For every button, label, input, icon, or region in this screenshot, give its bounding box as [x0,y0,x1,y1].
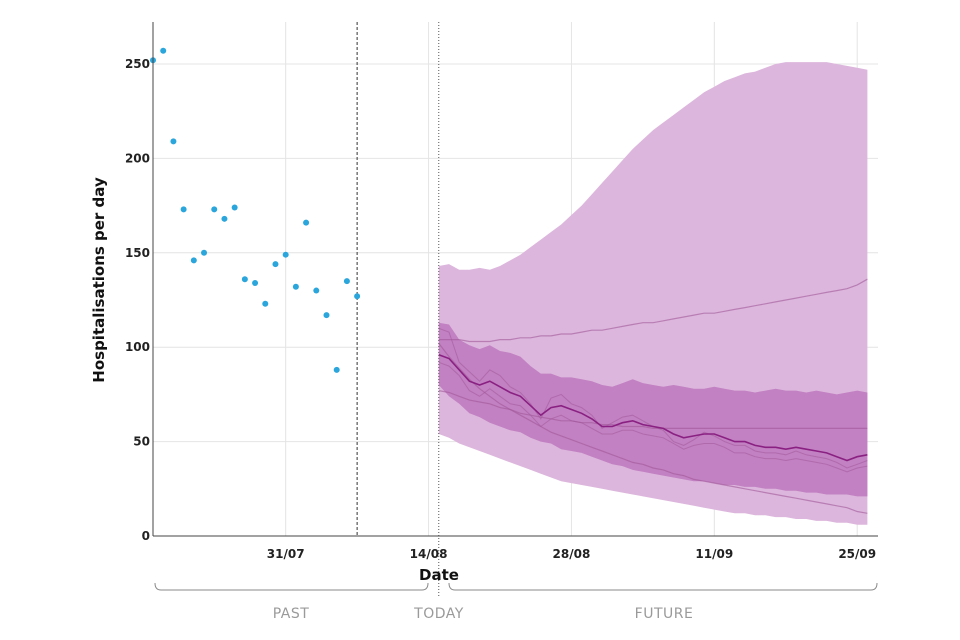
observed-point [160,47,167,54]
x-tick-label: 28/08 [553,547,591,561]
observed-point [333,366,340,373]
y-tick-label: 150 [125,246,150,260]
trace-wiggle-line-2 [438,361,868,473]
observed-point [292,283,299,290]
period-today-label: TODAY [413,606,464,622]
observed-point [354,293,361,300]
y-tick-label: 250 [125,57,150,71]
period-brackets [154,582,878,591]
observed-point [303,219,310,226]
x-axis-title: Date [419,566,459,584]
observed-point [282,251,289,258]
median-line [438,354,868,462]
x-tick-label: 14/08 [410,547,448,561]
observed-point [170,138,177,145]
observed-point [201,249,208,256]
observed-point [180,206,187,213]
observed-points [150,47,361,373]
observed-point [262,300,269,307]
y-tick-label: 200 [125,151,150,165]
y-axis: 0 50 100 150 200 250 [125,22,154,543]
y-tick-label: 50 [133,435,150,449]
observed-point [190,257,197,264]
observed-point [211,206,218,213]
observed-point [252,280,259,287]
observed-point [272,261,279,268]
x-tick-label: 31/07 [267,547,305,561]
trace-high-line [438,278,868,343]
observed-point [313,287,320,294]
x-axis: 31/07 14/08 28/08 11/09 25/09 [153,535,878,561]
observed-point [323,312,330,319]
projection-traces [438,278,868,514]
observed-point [343,278,350,285]
observed-point [241,276,248,283]
y-tick-label: 100 [125,340,150,354]
x-tick-label: 11/09 [695,547,733,561]
y-tick-label: 0 [142,529,150,543]
x-tick-label: 25/09 [838,547,876,561]
period-future-label: FUTURE [635,606,694,622]
observed-point [221,215,228,222]
period-past-label: PAST [273,606,310,622]
marker-lines [356,22,440,596]
inner-interval-band [438,322,868,497]
inner-band-area [438,322,868,497]
past-bracket [154,582,429,591]
observed-point [231,204,238,211]
trace-low-line [438,343,868,514]
future-bracket [448,582,878,591]
y-axis-title: Hospitalisations per day [90,177,108,383]
